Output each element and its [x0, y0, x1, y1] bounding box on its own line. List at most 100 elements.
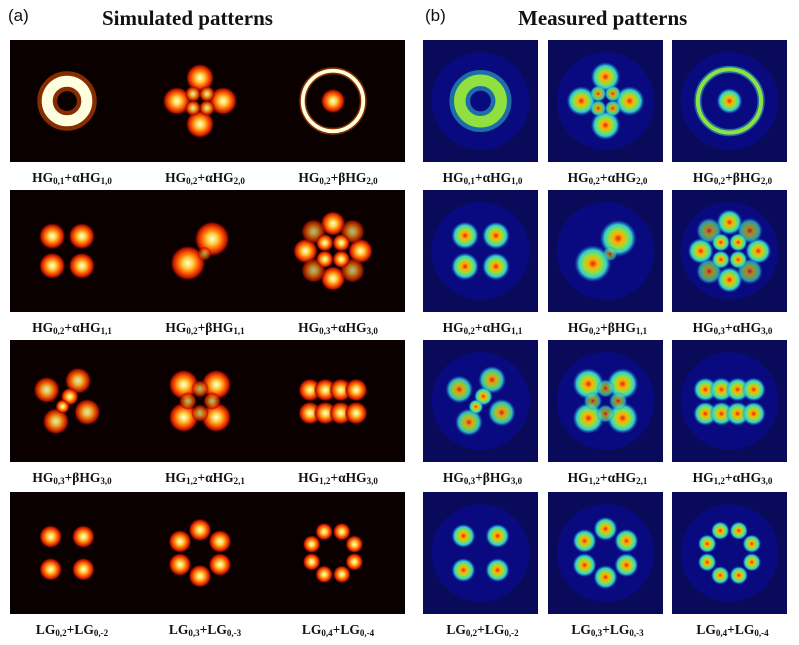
pattern-plot	[278, 190, 388, 312]
mode-index: 0,2	[319, 176, 331, 186]
simulated-caption: HG0,1+αHG1,0	[12, 170, 132, 186]
intensity-lobe	[589, 100, 607, 117]
pattern-background	[145, 492, 255, 614]
intensity-lobe	[574, 245, 612, 283]
mode-name: +αHG	[474, 320, 512, 335]
pattern-plot	[672, 190, 787, 312]
mode-name: +αHG	[64, 170, 101, 185]
intensity-lobe	[711, 233, 731, 252]
measured-pattern-image	[423, 340, 538, 462]
simulated-pattern-image	[278, 40, 388, 162]
intensity-ring	[695, 67, 764, 135]
simulated-pattern-image	[145, 190, 255, 312]
mode-name: +αHG	[197, 170, 234, 185]
mode-index: 0,2	[186, 326, 198, 336]
mode-index: 0,3	[713, 326, 725, 336]
intensity-lobe	[451, 252, 479, 281]
intensity-lobe	[711, 521, 730, 540]
simulated-caption: HG0,2+βHG1,1	[145, 320, 265, 336]
simulated-caption: HG0,3+βHG3,0	[12, 470, 132, 486]
pattern-plot	[12, 190, 122, 312]
mode-index: 0,-2	[504, 628, 519, 638]
intensity-lobe	[39, 525, 63, 549]
measured-pattern-image	[548, 40, 663, 162]
mode-index: 3,0	[761, 326, 773, 336]
intensity-lobe	[185, 100, 201, 116]
intensity-lobe	[741, 377, 766, 402]
intensity-lobe	[302, 553, 321, 571]
mode-index: 0,3	[319, 326, 331, 336]
pattern-background	[12, 492, 122, 614]
simulated-caption: LG0,4+LG0,-4	[278, 622, 398, 638]
measured-caption: HG0,2+βHG1,1	[545, 320, 670, 336]
mode-index: 3,0	[100, 476, 112, 486]
intensity-ring	[41, 75, 93, 127]
measured-caption: HG0,1+αHG1,0	[420, 170, 545, 186]
mode-name: HG	[298, 320, 320, 335]
intensity-lobe	[345, 535, 364, 553]
intensity-lobe	[485, 523, 510, 548]
intensity-lobe	[320, 211, 346, 236]
intensity-lobe	[208, 530, 232, 553]
mode-name: +βHG	[725, 170, 761, 185]
intensity-lobe	[170, 245, 206, 281]
mode-name: +LG	[199, 622, 227, 637]
mode-name: +LG	[332, 622, 360, 637]
mode-index: 1,1	[511, 326, 523, 336]
simulated-pattern-image	[12, 340, 122, 462]
measured-pattern-image	[672, 190, 787, 312]
intensity-lobe	[333, 565, 351, 584]
mode-name: HG	[165, 320, 187, 335]
mode-index: 0,2	[463, 326, 475, 336]
mode-index: 3,0	[510, 476, 523, 486]
mode-name: HG	[442, 470, 464, 485]
measured-caption: LG0,2+LG0,-2	[420, 622, 545, 638]
intensity-lobe	[188, 518, 212, 542]
simulated-pattern-image	[145, 340, 255, 462]
intensity-lobe	[711, 250, 731, 269]
intensity-lobe	[606, 402, 639, 434]
intensity-lobe	[33, 376, 60, 404]
mode-index: 3,0	[366, 476, 378, 486]
beam-halo	[556, 352, 655, 450]
intensity-lobe	[697, 553, 717, 572]
beam-halo	[680, 352, 779, 450]
mode-index: 0,1	[53, 176, 65, 186]
pattern-plot	[548, 340, 663, 462]
measured-pattern-image	[423, 40, 538, 162]
intensity-lobe	[39, 223, 66, 250]
mode-name: +αHG	[330, 470, 367, 485]
mode-index: 2,0	[636, 176, 648, 186]
intensity-lobe	[55, 399, 70, 414]
mode-index: 0,-4	[359, 628, 375, 638]
intensity-lobe	[185, 110, 215, 139]
intensity-lobe	[593, 565, 618, 590]
pattern-background	[145, 40, 255, 162]
intensity-lobe	[68, 252, 95, 279]
mode-name: HG	[442, 170, 464, 185]
intensity-lobe	[199, 100, 215, 116]
measured-caption: HG1,2+αHG3,0	[670, 470, 795, 486]
intensity-lobe	[315, 233, 334, 252]
intensity-lobe	[320, 88, 346, 114]
mode-name: +αHG	[474, 170, 512, 185]
intensity-lobe	[485, 558, 510, 583]
mode-name: LG	[696, 622, 716, 637]
measured-caption: HG0,2+βHG2,0	[670, 170, 795, 186]
intensity-lobe	[208, 553, 232, 576]
simulated-pattern-image	[278, 340, 388, 462]
intensity-lobe	[478, 366, 506, 394]
mode-index: 0,3	[188, 628, 200, 638]
mode-index: 1,2	[186, 476, 198, 486]
mode-index: 2,1	[636, 476, 648, 486]
measured-caption: LG0,3+LG0,-3	[545, 622, 670, 638]
pattern-plot	[548, 492, 663, 614]
simulated-pattern-image	[145, 40, 255, 162]
intensity-lobe	[728, 250, 748, 269]
intensity-lobe	[201, 402, 232, 433]
intensity-lobe	[188, 564, 212, 588]
pattern-plot	[548, 40, 663, 162]
intensity-lobe	[728, 233, 748, 252]
measured-pattern-image	[672, 492, 787, 614]
intensity-lobe	[168, 402, 199, 433]
